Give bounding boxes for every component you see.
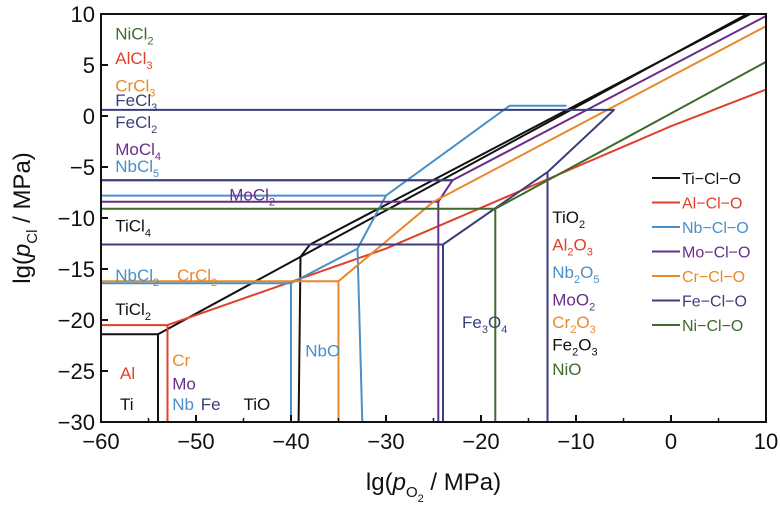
region-label: CrCl3 xyxy=(115,77,155,100)
region-label: Cr xyxy=(172,351,190,370)
x-tick-label: −20 xyxy=(462,429,499,454)
y-tick-label: 10 xyxy=(71,2,95,27)
region-label: NbCl2 xyxy=(115,266,159,289)
region-label: CrCl2 xyxy=(177,266,217,289)
region-label: NbCl5 xyxy=(115,157,159,180)
y-tick-label: −5 xyxy=(70,155,95,180)
series-3-line-1 xyxy=(101,194,387,285)
series-2 xyxy=(101,88,766,422)
region-label: MoCl2 xyxy=(229,186,275,209)
region-label: TiCl2 xyxy=(115,300,151,323)
region-label: NiO xyxy=(552,360,581,379)
region-label: Nb2O5 xyxy=(552,263,599,286)
x-tick-label: −50 xyxy=(177,429,214,454)
series-5-line-2 xyxy=(337,25,766,282)
region-label: Al xyxy=(120,364,135,383)
region-label: TiO xyxy=(244,395,271,414)
series-3 xyxy=(101,104,567,422)
region-label: NiCl2 xyxy=(115,25,153,48)
legend-entry: Mo−Cl−O xyxy=(682,245,750,262)
series-5 xyxy=(101,25,766,422)
x-tick-label: −60 xyxy=(82,429,119,454)
legend-entry: Cr−Cl−O xyxy=(682,269,745,286)
x-axis-label: lg(pO2 / MPa) xyxy=(366,469,501,505)
x-tick-label: 0 xyxy=(665,429,677,454)
series-3-line-4 xyxy=(385,104,567,197)
x-tick-label: −10 xyxy=(557,429,594,454)
series-4 xyxy=(101,15,766,422)
region-label: FeCl3 xyxy=(115,91,157,114)
x-tick-label: −40 xyxy=(272,429,309,454)
legend-entry: Ti−Cl−O xyxy=(682,171,741,188)
y-tick-label: −30 xyxy=(58,410,95,435)
x-axis-ticks: −60 −50 −40 −30 −20 −10 0 10 xyxy=(82,415,778,454)
region-label: Mo xyxy=(172,374,196,393)
x-tick-label: −30 xyxy=(367,429,404,454)
y-tick-label: −15 xyxy=(58,257,95,282)
x-tick-label: 10 xyxy=(754,429,778,454)
legend-entry: Fe−Cl−O xyxy=(682,294,747,311)
region-label: MoCl4 xyxy=(115,140,161,163)
legend-entry: Nb−Cl−O xyxy=(682,220,749,237)
series-4-line-5 xyxy=(452,15,766,182)
series-layer xyxy=(101,14,766,422)
region-label: AlCl3 xyxy=(115,49,152,72)
series-6 xyxy=(101,108,615,422)
region-label: Fe2O3 xyxy=(552,336,597,359)
series-7 xyxy=(101,61,766,422)
region-label: NbO xyxy=(305,342,340,361)
region-label: TiO2 xyxy=(552,208,585,231)
series-1-line-4 xyxy=(309,14,753,246)
region-label: Cr2O3 xyxy=(552,313,595,336)
series-6-line-1 xyxy=(101,108,615,246)
region-label: Fe xyxy=(201,395,221,414)
region-label: MoO2 xyxy=(552,291,595,314)
region-label: Fe3O4 xyxy=(462,313,507,336)
y-axis-label: lg(pCl / MPa) xyxy=(9,152,41,284)
y-tick-label: −10 xyxy=(58,206,95,231)
legend: Ti−Cl−O Al−Cl−O Nb−Cl−O Mo−Cl−O Cr−Cl−O Fe−Cl… xyxy=(652,171,750,335)
y-tick-label: −20 xyxy=(58,308,95,333)
legend-entry: Ni−Cl−O xyxy=(682,318,743,335)
region-label: TiCl4 xyxy=(115,216,151,239)
y-axis-ticks: 10 5 0 −5 −10 −15 −20 −25 −30 xyxy=(58,2,108,435)
series-3-line-2 xyxy=(101,282,292,422)
series-2-line-2 xyxy=(167,88,766,327)
legend-entry: Al−Cl−O xyxy=(682,196,742,213)
series-3-line-3 xyxy=(356,248,364,422)
region-label: Nb xyxy=(172,395,194,414)
region-label: Al2O3 xyxy=(552,236,593,259)
region-label: FeCl2 xyxy=(115,113,157,136)
series-7-line-2 xyxy=(494,61,766,210)
y-tick-label: 0 xyxy=(83,104,95,129)
series-1 xyxy=(101,14,753,422)
region-label: Ti xyxy=(120,395,134,414)
plot-frame xyxy=(100,13,767,423)
y-tick-label: 5 xyxy=(83,53,95,78)
y-tick-label: −25 xyxy=(58,359,95,384)
